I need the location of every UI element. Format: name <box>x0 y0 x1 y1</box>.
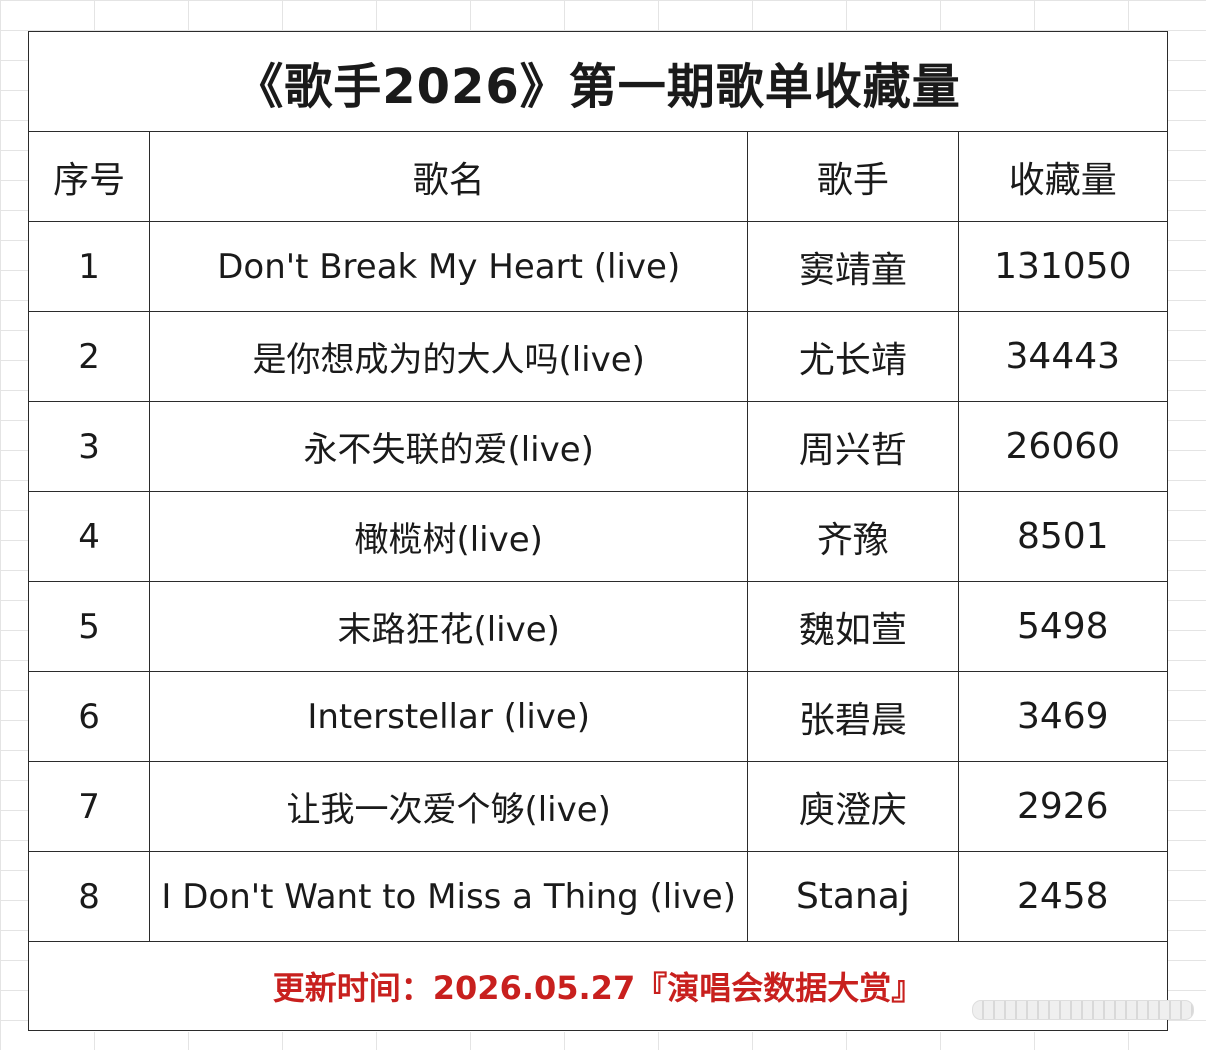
row-artist: 庾澄庆 <box>747 761 959 852</box>
song-favorites-table: 《歌手2026》第一期歌单收藏量 序号 歌名 歌手 收藏量 1 Don't Br… <box>27 31 1169 1031</box>
row-index: 1 <box>27 221 151 312</box>
row-count: 8501 <box>957 491 1169 582</box>
row-artist: 张碧晨 <box>747 671 959 762</box>
row-count: 2458 <box>957 851 1169 942</box>
row-count: 26060 <box>957 401 1169 492</box>
row-song: 是你想成为的大人吗(live) <box>149 311 749 402</box>
header-row: 序号 歌名 歌手 收藏量 <box>27 131 1169 222</box>
row-artist: 窦靖童 <box>747 221 959 312</box>
row-count: 34443 <box>957 311 1169 402</box>
row-song: 末路狂花(live) <box>149 581 749 672</box>
row-song: 让我一次爱个够(live) <box>149 761 749 852</box>
row-song: Don't Break My Heart (live) <box>149 221 749 312</box>
row-index: 5 <box>27 581 151 672</box>
row-song: 橄榄树(live) <box>149 491 749 582</box>
table-row: 3 永不失联的爱(live) 周兴哲 26060 <box>27 401 1169 492</box>
row-index: 2 <box>27 311 151 402</box>
title-row: 《歌手2026》第一期歌单收藏量 <box>28 31 1168 132</box>
table-row: 4 橄榄树(live) 齐豫 8501 <box>27 491 1169 582</box>
horizontal-scrollbar[interactable] <box>972 997 1198 1023</box>
table-row: 2 是你想成为的大人吗(live) 尤长靖 34443 <box>27 311 1169 402</box>
row-song: Interstellar (live) <box>149 671 749 762</box>
table-row: 5 末路狂花(live) 魏如萱 5498 <box>27 581 1169 672</box>
row-count: 3469 <box>957 671 1169 762</box>
row-index: 6 <box>27 671 151 762</box>
row-song: I Don't Want to Miss a Thing (live) <box>149 851 749 942</box>
table-title: 《歌手2026》第一期歌单收藏量 <box>28 31 1168 132</box>
header-song: 歌名 <box>149 131 749 222</box>
row-artist: 周兴哲 <box>747 401 959 492</box>
row-artist: Stanaj <box>747 851 959 942</box>
table-row: 8 I Don't Want to Miss a Thing (live) St… <box>27 851 1169 942</box>
row-song: 永不失联的爱(live) <box>149 401 749 492</box>
row-index: 8 <box>27 851 151 942</box>
row-index: 4 <box>27 491 151 582</box>
row-index: 3 <box>27 401 151 492</box>
table-row: 6 Interstellar (live) 张碧晨 3469 <box>27 671 1169 762</box>
row-artist: 齐豫 <box>747 491 959 582</box>
row-index: 7 <box>27 761 151 852</box>
row-count: 5498 <box>957 581 1169 672</box>
row-artist: 尤长靖 <box>747 311 959 402</box>
row-artist: 魏如萱 <box>747 581 959 672</box>
table-row: 7 让我一次爱个够(live) 庾澄庆 2926 <box>27 761 1169 852</box>
header-artist: 歌手 <box>747 131 959 222</box>
song-table-sheet: 《歌手2026》第一期歌单收藏量 序号 歌名 歌手 收藏量 1 Don't Br… <box>27 31 1169 1032</box>
row-count: 2926 <box>957 761 1169 852</box>
header-index: 序号 <box>27 131 151 222</box>
table-row: 1 Don't Break My Heart (live) 窦靖童 131050 <box>27 221 1169 312</box>
row-count: 131050 <box>957 221 1169 312</box>
header-count: 收藏量 <box>957 131 1169 222</box>
scrollbar-thumb[interactable] <box>972 1000 1194 1020</box>
